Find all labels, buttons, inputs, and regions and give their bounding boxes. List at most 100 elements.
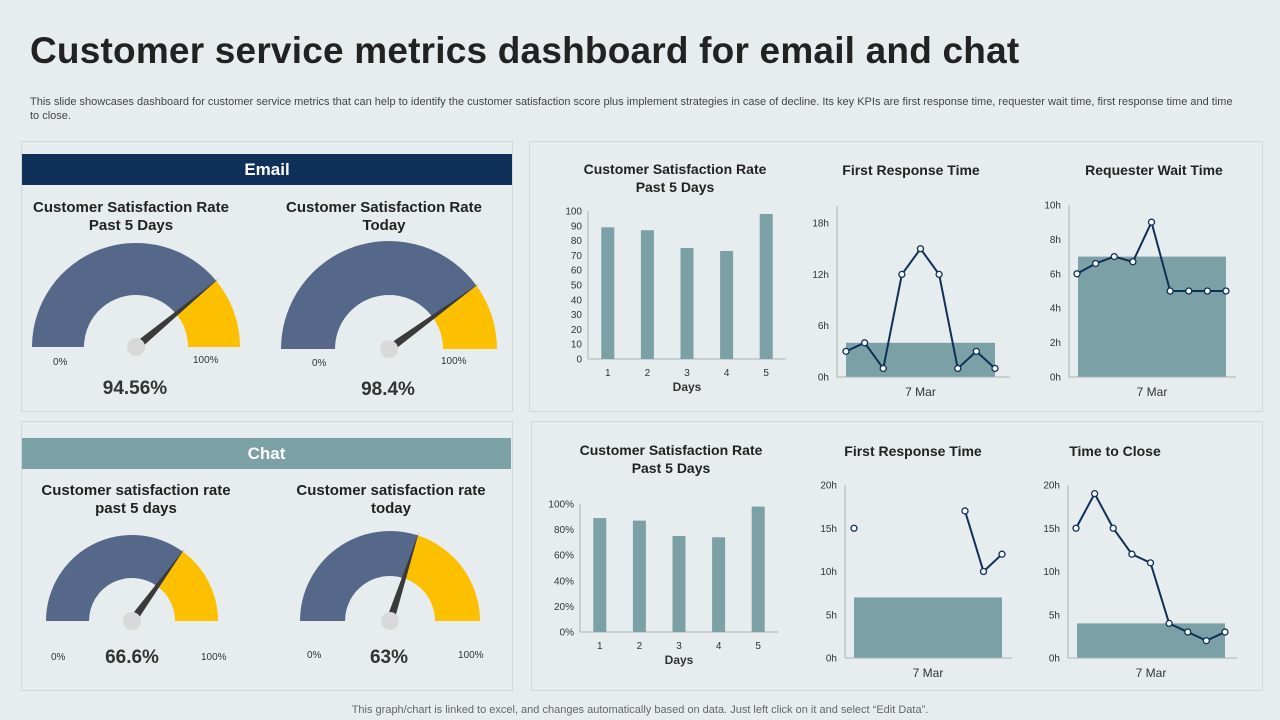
y-tick-label: 100% [548,500,574,511]
x-axis-label: 7 Mar [905,385,936,399]
email-gauge-2-max-label: 100% [441,356,467,367]
y-tick-label: 4h [1050,304,1061,315]
y-tick-label: 20h [820,481,837,492]
data-point [1090,489,1099,498]
series-line [1075,491,1226,642]
bar [751,506,765,632]
data-point [935,270,943,279]
data-point [961,507,969,515]
page-title: Customer service metrics dashboard for e… [30,30,1020,71]
y-tick-label: 2h [1050,338,1061,349]
chat-frt-chart-title: First Response Time [844,443,982,459]
band-bar [854,597,1002,658]
y-tick-label: 20 [571,325,583,336]
bar [712,537,726,632]
y-tick-label: 40 [571,295,583,306]
chat-gauge-2-title: Customer satisfaction rate today [296,482,486,517]
x-tick-label: 3 [684,368,690,379]
chat-gauge-2-max-label: 100% [458,650,484,661]
chat-frt-line-chart: 0h 5h 10h 15h 20h 7 Mar [820,481,1012,680]
data-point [916,245,925,253]
chat-gauge-1-min-label: 0% [51,652,66,663]
chat-ttc-chart-title: Time to Close [1069,443,1161,459]
y-tick-label: 20h [1043,481,1060,492]
data-point [898,270,906,279]
data-point [860,339,869,347]
data-point [991,364,999,373]
x-axis-label: 7 Mar [1137,385,1168,399]
y-tick-label: 10 [571,340,583,351]
email-gauge-1-min-label: 0% [53,357,68,368]
y-tick-label: 10h [1044,201,1061,212]
y-tick-label: 70 [571,251,583,262]
data-point [1165,619,1173,628]
data-point [879,364,887,373]
data-point [1073,270,1081,278]
x-tick-label: 5 [763,368,769,379]
y-tick-label: 8h [1050,235,1061,246]
bar [672,536,686,632]
data-point [1109,524,1117,532]
email-section-header: Email [22,154,512,185]
x-axis-label: Days [673,380,702,394]
y-tick-label: 10h [820,567,837,578]
data-point [998,550,1006,558]
y-tick-label: 90 [571,221,583,232]
email-frt-chart-title: First Response Time [842,162,980,178]
chat-gauge-1-value: 66.6% [105,647,159,668]
y-tick-label: 20% [554,602,574,613]
bar [593,518,607,632]
email-gauge-1-value: 94.56% [102,378,168,399]
y-tick-label: 6h [818,321,829,332]
y-tick-label: 40% [554,576,574,587]
chat-gauge-1-title: Customer satisfaction rate past 5 days [41,482,231,517]
data-point [1072,524,1080,532]
chat-section-header: Chat [22,438,511,469]
bar [720,250,734,359]
email-gauge-2-value: 98.4% [361,379,415,400]
y-tick-label: 15h [820,524,837,535]
data-point [842,347,850,356]
page-description: This slide showcases dashboard for custo… [30,96,1233,122]
chat-gauge-1-max-label: 100% [201,652,227,663]
data-point [1147,218,1156,226]
x-axis-label: 7 Mar [1136,666,1167,680]
email-frt-line-chart: 0h 6h 12h 18h 7 Mar [812,206,1010,399]
data-point [972,347,981,356]
y-tick-label: 10h [1043,567,1060,578]
band-bar [1077,623,1225,658]
y-tick-label: 0 [576,355,582,366]
email-rwt-line-chart: 0h 2h 4h 6h 8h 10h 7 Mar [1044,201,1236,399]
email-csat-chart-title: Customer Satisfaction Rate Past 5 Days [583,161,767,195]
x-tick-label: 5 [755,641,761,652]
chat-csat-bar-chart: 0% 20% 40% 60% 80% 100% 1 2 3 4 5 Days [548,500,778,667]
data-point [1091,259,1100,268]
email-gauge-1-title: Customer Satisfaction Rate Past 5 Days [33,199,229,234]
data-point [1185,287,1193,295]
chat-csat-chart-title: Customer Satisfaction Rate Past 5 Days [579,442,763,476]
data-point [1222,287,1230,295]
y-tick-label: 6h [1050,269,1061,280]
data-point [1128,550,1136,558]
bar [640,230,654,359]
footer-note: This graph/chart is linked to excel, and… [351,704,929,716]
bar [759,213,773,359]
y-tick-label: 30 [571,310,583,321]
y-tick-label: 18h [812,219,829,230]
data-point [1184,628,1192,636]
y-tick-label: 12h [812,270,829,281]
x-tick-label: 3 [676,641,682,652]
email-gauge-1-max-label: 100% [193,355,219,366]
email-csat-bar-chart: 0 10 20 30 40 50 60 70 80 90 100 1 2 3 4 5 Days [565,207,786,394]
chat-gauge-2-min-label: 0% [307,650,322,661]
data-point [1146,559,1155,567]
y-tick-label: 0h [826,654,837,665]
chat-gauge-2-value: 63% [369,647,409,668]
y-tick-label: 100 [565,207,582,218]
data-point [954,364,962,373]
x-tick-label: 2 [645,368,651,379]
chat-ttc-line-chart: 0h 5h 10h 15h 20h 7 Mar [1043,481,1237,680]
data-point [979,567,988,576]
bar [601,227,615,359]
